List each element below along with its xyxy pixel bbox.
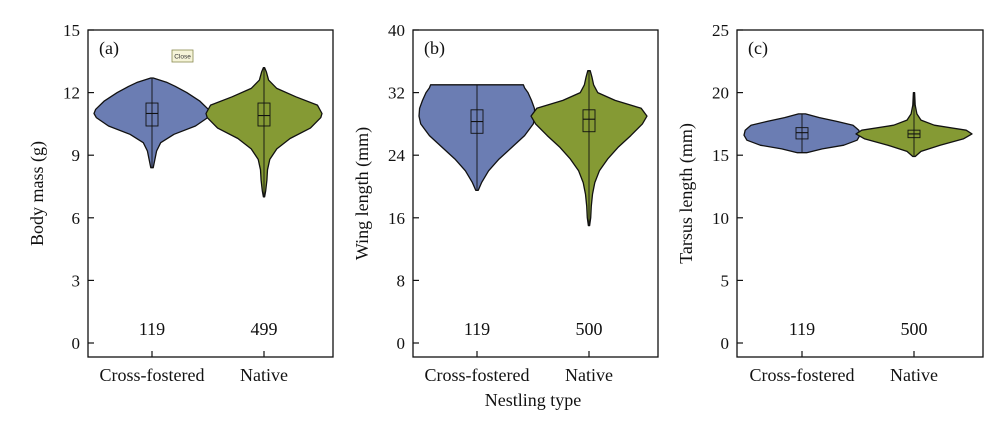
panel-1: 0 3 6 9 12 15 Body mass (g) (a) 119 Cross-fostere… <box>27 21 334 385</box>
iqr-box <box>145 102 159 127</box>
close-button-box[interactable] <box>171 49 194 63</box>
y-tick-label: 40 <box>388 21 405 40</box>
sample-size-label: 119 <box>464 319 490 339</box>
y-tick-label: 8 <box>397 271 406 290</box>
y-tick-label: 0 <box>72 334 81 353</box>
y-tick-label: 9 <box>72 146 81 165</box>
plot-frame <box>736 29 984 358</box>
y-tick-label: 16 <box>388 209 405 228</box>
sample-size-label: 500 <box>576 319 603 339</box>
y-tick-label: 0 <box>397 334 406 353</box>
x-axis-title: Nestling type <box>485 390 582 410</box>
close-button[interactable]: Close <box>171 49 194 63</box>
y-tick-label: 12 <box>63 84 80 103</box>
y-tick-label: 20 <box>712 84 729 103</box>
y-tick-label: 15 <box>712 146 729 165</box>
y-tick-label: 15 <box>63 21 80 40</box>
y-tick-label: 0 <box>721 334 730 353</box>
y-axis-title: Wing length (mm) <box>352 127 373 260</box>
iqr-box <box>795 127 809 140</box>
y-tick-label: 3 <box>72 271 81 290</box>
y-tick-label: 6 <box>72 209 81 228</box>
category-label: Native <box>240 365 288 385</box>
plot-frame <box>412 29 659 358</box>
category-label: Cross-fostered <box>750 365 855 385</box>
iqr-box <box>582 109 596 133</box>
category-label: Native <box>565 365 613 385</box>
sample-size-label: 500 <box>901 319 928 339</box>
violin-native <box>530 70 648 227</box>
panel-3: 0 5 10 15 20 25 Tarsus length (mm) (c) 119 Cross-… <box>676 21 984 385</box>
panel-label: (b) <box>424 38 445 59</box>
panels: 0 3 6 9 12 15 Body mass (g) (a) 119 Cross-fostere… <box>27 21 984 385</box>
iqr-box <box>257 102 271 127</box>
y-tick-label: 5 <box>721 271 730 290</box>
sample-size-label: 119 <box>789 319 815 339</box>
y-tick-label: 24 <box>388 146 406 165</box>
close-button-label[interactable]: Close <box>174 54 191 61</box>
violin-cross-fostered <box>418 84 536 192</box>
plot-frame <box>87 29 334 358</box>
violin-native <box>855 91 973 158</box>
category-label: Cross-fostered <box>100 365 205 385</box>
y-axis-title: Body mass (g) <box>27 141 48 246</box>
panel-2: 0 8 16 24 32 40 Wing length (mm) (b) 119 Cross-fo… <box>352 21 659 385</box>
panel-label: (a) <box>99 38 119 59</box>
sample-size-label: 119 <box>139 319 165 339</box>
violin-native <box>205 66 323 198</box>
y-tick-label: 10 <box>712 209 729 228</box>
panel-label: (c) <box>748 38 768 59</box>
y-tick-label: 25 <box>712 21 729 40</box>
category-label: Cross-fostered <box>425 365 530 385</box>
sample-size-label: 499 <box>251 319 278 339</box>
y-axis-title: Tarsus length (mm) <box>676 123 697 264</box>
violin-cross-fostered <box>743 113 861 154</box>
y-tick-label: 32 <box>388 84 405 103</box>
category-label: Native <box>890 365 938 385</box>
violin-cross-fostered <box>93 77 211 169</box>
